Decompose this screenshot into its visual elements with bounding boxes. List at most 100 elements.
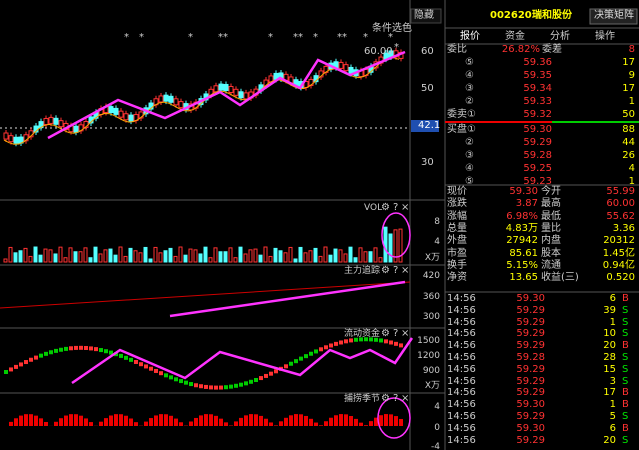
close-icon[interactable]: × <box>401 202 410 213</box>
decoration <box>273 247 278 263</box>
signal-star: * <box>188 32 193 43</box>
tick-price: 59.29 <box>516 387 545 399</box>
signal-star: * <box>394 42 399 53</box>
decoration <box>164 373 168 378</box>
decoration <box>179 422 183 426</box>
stat-value: 0.520 <box>606 272 635 284</box>
decoration <box>109 415 113 426</box>
stat-value: 6.98% <box>506 210 538 222</box>
decoration <box>373 247 378 263</box>
decoration <box>164 414 168 426</box>
close-icon[interactable]: × <box>401 393 410 404</box>
decoration <box>269 422 273 426</box>
decoration <box>148 258 153 263</box>
help-icon[interactable]: ? <box>393 202 399 213</box>
tick-time: 14:56 <box>447 293 476 304</box>
book-price: 59.35 <box>523 70 552 81</box>
decoration <box>139 362 143 367</box>
close-icon[interactable]: × <box>401 265 410 276</box>
settings-icon[interactable]: ⚙ <box>381 393 390 404</box>
tick-price: 59.29 <box>516 316 545 328</box>
book-price: 59.29 <box>523 137 552 148</box>
decoration <box>39 353 43 358</box>
settings-icon[interactable]: ⚙ <box>381 202 390 213</box>
tick-time: 14:56 <box>447 434 476 446</box>
tick-volume: 6 <box>609 422 616 434</box>
decoration <box>238 246 243 263</box>
matrix-button[interactable]: 决策矩阵 <box>594 10 634 21</box>
tick-time: 14:56 <box>447 387 476 399</box>
close-icon[interactable]: × <box>401 328 410 339</box>
decoration <box>218 83 224 91</box>
tab[interactable]: 操作 <box>595 31 615 42</box>
decoration <box>354 418 358 426</box>
decoration <box>48 116 54 124</box>
decoration <box>363 251 368 263</box>
decoration <box>359 337 363 342</box>
decoration <box>109 350 113 355</box>
decoration <box>344 414 348 426</box>
decoration <box>304 415 308 426</box>
decoration <box>124 415 128 426</box>
decoration <box>113 107 119 115</box>
decoration <box>199 384 203 389</box>
hide-button[interactable] <box>410 8 442 24</box>
current-price: 42.1 <box>418 120 441 131</box>
decoration <box>343 64 349 72</box>
decoration <box>13 252 18 263</box>
decoration <box>233 88 239 96</box>
decoration <box>14 418 18 426</box>
decoration <box>184 380 188 385</box>
decoration <box>194 383 198 388</box>
tab[interactable]: 资金 <box>505 31 525 42</box>
decoration <box>314 422 318 426</box>
decoration <box>293 258 298 263</box>
settings-icon[interactable]: ⚙ <box>381 328 390 339</box>
axis-label: 0 <box>434 423 440 433</box>
decoration <box>299 414 303 426</box>
hide-button[interactable]: 隐藏 <box>414 10 434 21</box>
help-icon[interactable]: ? <box>393 328 399 339</box>
stat-label: 流通 <box>541 259 561 271</box>
help-icon[interactable]: ? <box>393 265 399 276</box>
help-icon[interactable]: ? <box>393 393 399 404</box>
decoration <box>0 47 411 426</box>
tick-volume: 17 <box>603 387 616 399</box>
decoration <box>244 415 248 426</box>
decoration <box>193 249 198 263</box>
stat-value: 60.00 <box>606 198 635 210</box>
panel-label: 主力追踪 <box>344 266 381 276</box>
stat-value: 59.30 <box>509 186 538 197</box>
stat-label: 量比 <box>541 222 561 234</box>
decoration <box>144 421 148 426</box>
tick-volume: 1 <box>609 399 616 411</box>
decoration <box>208 257 213 263</box>
decoration <box>203 246 208 263</box>
decoration <box>289 415 293 426</box>
stat-label: 净资 <box>447 272 467 284</box>
decoration <box>318 255 323 263</box>
decoration <box>149 366 153 371</box>
settings-icon[interactable]: ⚙ <box>381 265 390 276</box>
book-price: 59.28 <box>523 150 552 161</box>
decoration <box>228 247 233 263</box>
decoration <box>379 415 383 426</box>
trend-arrows <box>47 50 414 439</box>
decoration <box>198 253 203 263</box>
book-volume: 17 <box>622 83 635 94</box>
decoration <box>354 337 358 342</box>
stock-name: 瑞和股份 <box>532 10 572 21</box>
tab[interactable]: 分析 <box>550 31 570 42</box>
decoration <box>269 371 273 376</box>
decoration <box>289 361 293 366</box>
tick-side: B <box>622 399 629 411</box>
decoration <box>194 417 198 426</box>
decoration <box>74 414 78 426</box>
tab[interactable]: 报价 <box>460 31 480 42</box>
decoration <box>113 254 118 263</box>
decoration <box>189 421 193 426</box>
matrix-button[interactable] <box>589 8 638 25</box>
decoration <box>279 421 283 426</box>
